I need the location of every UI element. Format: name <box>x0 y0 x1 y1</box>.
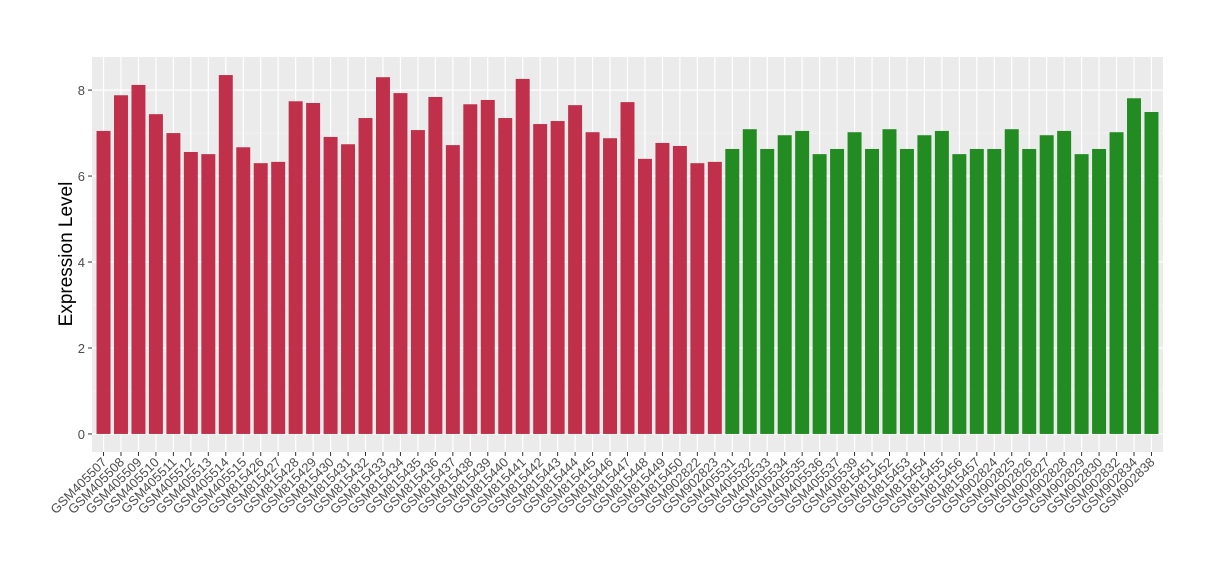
bar <box>1004 129 1019 434</box>
bar <box>410 130 425 434</box>
y-axis-label: Expression Level <box>56 182 77 327</box>
y-tick-label: 4 <box>78 255 85 270</box>
bar <box>952 154 967 434</box>
bar <box>742 129 757 434</box>
bar <box>882 129 897 434</box>
bar <box>1127 98 1141 434</box>
bar <box>201 154 216 434</box>
bar <box>777 135 792 434</box>
bar <box>899 148 914 434</box>
bar <box>428 96 443 434</box>
bar <box>236 147 251 434</box>
bar <box>987 148 1002 434</box>
y-tick-label: 6 <box>78 169 85 184</box>
bar <box>1144 112 1159 434</box>
bar <box>725 148 740 434</box>
bar <box>148 114 163 434</box>
bar <box>1039 135 1054 434</box>
bar <box>96 130 111 434</box>
bar <box>830 148 845 434</box>
bar <box>498 118 513 434</box>
bar <box>288 101 303 434</box>
bar <box>707 161 722 434</box>
bar <box>812 154 827 434</box>
bar <box>480 99 495 434</box>
bar <box>865 148 880 434</box>
bar <box>620 102 635 434</box>
bar <box>131 84 146 434</box>
bar <box>114 95 128 434</box>
bar <box>515 78 530 434</box>
bar <box>253 163 268 434</box>
bar <box>306 102 321 434</box>
bar <box>183 151 198 434</box>
bar <box>1022 148 1037 434</box>
bar <box>917 135 932 434</box>
bar <box>166 133 181 434</box>
bar <box>934 130 949 434</box>
bar <box>1057 130 1072 434</box>
bar <box>393 93 408 434</box>
bar <box>375 77 390 434</box>
bar <box>847 132 862 434</box>
bar <box>655 142 670 434</box>
bar <box>969 148 984 434</box>
bar <box>1109 132 1124 434</box>
y-tick-label: 8 <box>78 83 85 98</box>
bar <box>323 136 338 434</box>
bar <box>550 121 565 434</box>
bar <box>445 145 460 434</box>
bar <box>271 161 286 434</box>
bar <box>463 104 478 434</box>
bar <box>1092 148 1107 434</box>
bar <box>690 163 705 434</box>
bar <box>795 130 810 434</box>
bar <box>1074 154 1089 434</box>
y-tick-label: 0 <box>78 427 85 442</box>
bar <box>637 158 652 434</box>
bar <box>533 124 548 434</box>
bar <box>568 105 583 434</box>
bar <box>218 75 233 434</box>
y-tick-label: 2 <box>78 341 85 356</box>
bar <box>672 145 687 434</box>
bar <box>358 118 373 434</box>
bar <box>341 144 356 434</box>
bar <box>603 138 618 434</box>
bar <box>585 132 600 434</box>
bar <box>760 148 775 434</box>
